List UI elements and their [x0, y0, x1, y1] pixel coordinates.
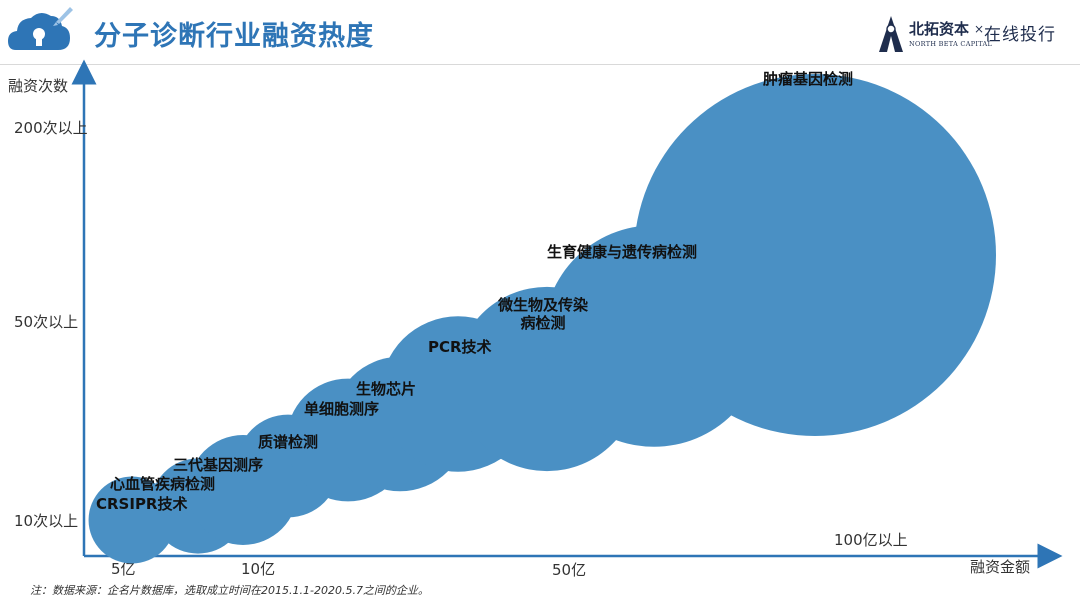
- brand-subtitle: NORTH BETA CAPITAL: [909, 40, 993, 48]
- brand-emblem-icon: [879, 16, 903, 52]
- header-divider: [0, 64, 1080, 65]
- bubble-label: 微生物及传染: [497, 296, 589, 314]
- bubble-label: 病检测: [520, 314, 565, 332]
- cloud-lock-rocket-icon: [8, 7, 73, 50]
- x-tick-label: 10亿: [241, 560, 275, 578]
- bubble-label: 肿瘤基因检测: [763, 70, 853, 88]
- bubble: [634, 74, 996, 436]
- x-axis-title: 融资金额: [970, 558, 1030, 576]
- y-tick-label: 50次以上: [14, 313, 78, 331]
- page-title: 分子诊断行业融资热度: [94, 21, 374, 52]
- bubble-label: 生育健康与遗传病检测: [547, 243, 697, 261]
- y-tick-label: 200次以上: [14, 119, 88, 137]
- brand-logo: 北拓资本 NORTH BETA CAPITAL × 在线投行: [876, 14, 1076, 54]
- bubble-label: 三代基因测序: [173, 456, 263, 474]
- brand-partner-name: 在线投行: [984, 25, 1056, 45]
- y-axis-title: 融资次数: [8, 77, 68, 95]
- y-tick-label: 10次以上: [14, 512, 78, 530]
- footnote: 注：数据来源：企名片数据库，选取成立时间在2015.1.1-2020.5.7之间…: [30, 584, 429, 597]
- brand-separator: ×: [974, 22, 985, 36]
- bubble-label: 单细胞测序: [304, 400, 379, 418]
- x-tick-label: 50亿: [552, 561, 586, 579]
- bubble-label: CRSIPR技术: [96, 495, 188, 513]
- bubble-label: PCR技术: [428, 338, 492, 356]
- brand-name: 北拓资本: [909, 20, 970, 38]
- bubble-label: 心血管疾病检测: [110, 475, 215, 493]
- bubble-label: 生物芯片: [356, 380, 416, 398]
- x-tick-label: 5亿: [111, 560, 136, 578]
- bubble-label: 质谱检测: [258, 433, 318, 451]
- x-tick-label: 100亿以上: [834, 531, 908, 549]
